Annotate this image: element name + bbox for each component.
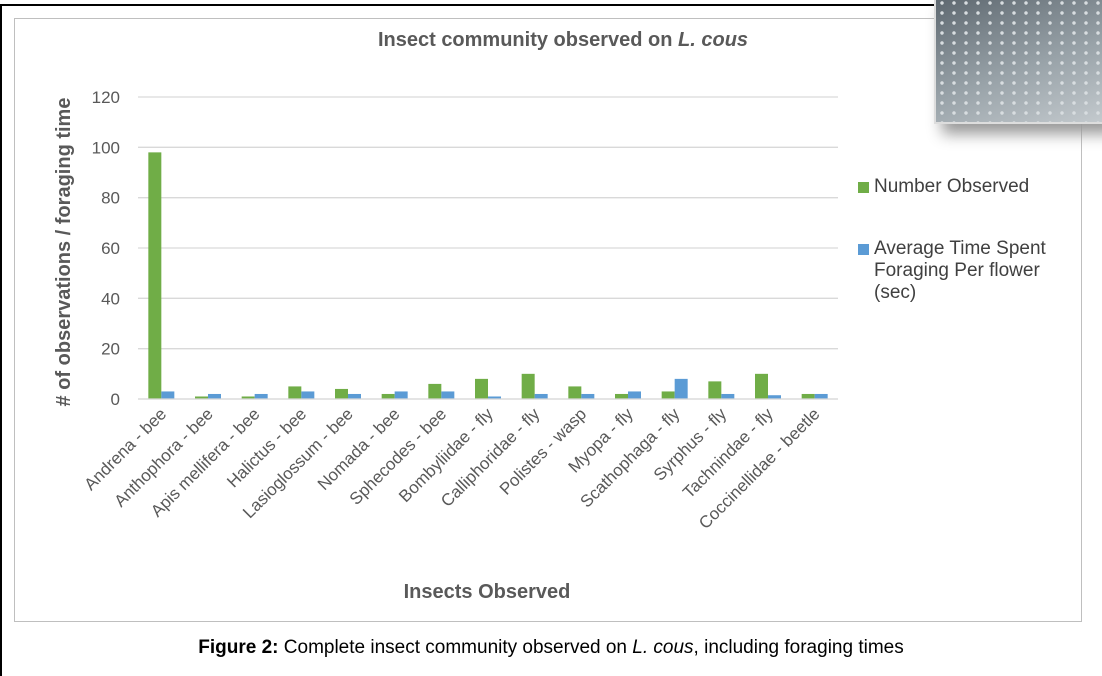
bar <box>721 393 735 399</box>
caption-italic: L. cous <box>632 637 694 658</box>
bar <box>534 393 548 399</box>
legend-item: Number Observed <box>858 176 1074 198</box>
x-tick-label: Andrena - bee <box>81 404 171 494</box>
bar <box>241 396 255 399</box>
bar <box>475 378 488 399</box>
bar <box>814 393 828 399</box>
photo <box>934 0 1102 124</box>
y-axis-title: # of observations / foraging time <box>53 98 75 407</box>
legend-swatch <box>858 244 869 255</box>
legend: Number Observed Average Time Spent Foragi… <box>858 176 1074 344</box>
bar <box>568 386 582 399</box>
y-tick-label: 80 <box>101 189 120 208</box>
legend-item: Average Time Spent Foraging Per flower (… <box>858 238 1074 304</box>
bar <box>755 373 768 399</box>
y-tick-label: 40 <box>101 289 120 308</box>
bar <box>348 393 361 399</box>
bar <box>208 393 221 399</box>
caption-label: Figure 2: <box>198 637 279 658</box>
legend-label: Number Observed <box>874 176 1030 197</box>
caption: Figure 2: Complete insect community obse… <box>0 637 1102 659</box>
title-italic: L. cous <box>678 29 748 51</box>
legend-swatch <box>858 182 869 193</box>
bar <box>148 152 162 399</box>
bar <box>628 391 641 399</box>
bar <box>335 388 348 399</box>
bar <box>428 383 442 399</box>
frame <box>0 4 1102 676</box>
y-tick-label: 120 <box>92 88 120 107</box>
bar <box>521 373 535 399</box>
title-text: Insect community observed on <box>378 29 678 51</box>
bar <box>161 391 175 399</box>
legend-label: Average Time Spent Foraging Per flower (… <box>874 238 1046 303</box>
bar <box>615 393 628 399</box>
y-tick-label: 100 <box>92 138 120 157</box>
chart-title: Insect community observed on L. cous <box>378 29 748 51</box>
caption-text: Complete insect community observed on <box>278 637 633 658</box>
y-tick-label: 20 <box>101 340 120 359</box>
bar <box>674 378 688 399</box>
bar <box>394 391 408 399</box>
chart-box <box>14 18 1082 622</box>
chart: Insect community observed on L. cous Ins… <box>53 29 838 603</box>
bar <box>581 393 595 399</box>
bar <box>801 393 815 399</box>
y-tick-label: 0 <box>111 390 120 409</box>
x-tick-label: Nomada - bee <box>314 404 404 494</box>
bar <box>301 391 315 399</box>
bar <box>488 396 501 399</box>
y-tick-label: 60 <box>101 239 120 258</box>
bar <box>441 391 455 399</box>
x-axis-title: Insects Observed <box>404 581 571 603</box>
bar <box>381 393 395 399</box>
bar <box>661 391 675 399</box>
bar <box>708 381 722 399</box>
caption-text: , including foraging times <box>693 637 904 658</box>
bar <box>768 395 781 399</box>
bar <box>288 386 302 399</box>
bar <box>195 396 208 399</box>
bar <box>254 393 268 399</box>
